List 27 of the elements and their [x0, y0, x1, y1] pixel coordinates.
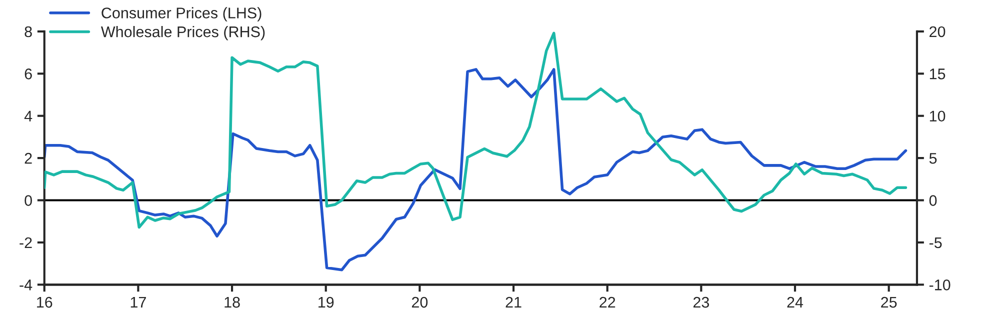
x-tick-label: 23	[693, 296, 709, 308]
y2-tick-label: -10	[929, 280, 950, 290]
y2-tick-label: 0	[929, 195, 937, 206]
y2-tick-label: -5	[929, 237, 942, 248]
x-tick-label: 20	[412, 296, 428, 308]
x-tick-label: 24	[787, 296, 804, 308]
x-tick-label: 18	[224, 296, 240, 308]
x-tick-label: 22	[600, 296, 616, 308]
x-tick-label: 21	[506, 296, 522, 308]
y-tick-label: 0	[24, 195, 32, 206]
line-series	[44, 68, 908, 272]
y-tick-label: 2	[24, 152, 32, 164]
legend-label: Wholesale Prices (RHS)	[100, 26, 265, 40]
y2-tick-label: 20	[930, 26, 946, 38]
x-tick-label: 25	[881, 296, 897, 308]
y-tick-label: 8	[24, 26, 32, 38]
y-tick-label: 6	[24, 68, 32, 80]
y2-tick-label: 15	[930, 68, 946, 80]
x-tick-label: 16	[37, 296, 52, 308]
y2-tick-label: 5	[929, 153, 937, 164]
x-tick-label: 17	[130, 297, 146, 308]
legend-label: Consumer Prices (LHS)	[102, 7, 262, 22]
y2-tick-label: 10	[930, 110, 946, 122]
y-tick-label: -4	[20, 280, 32, 290]
y-tick-label: 4	[24, 110, 32, 122]
x-tick-label: 19	[318, 296, 334, 308]
y-tick-label: -2	[20, 237, 32, 248]
